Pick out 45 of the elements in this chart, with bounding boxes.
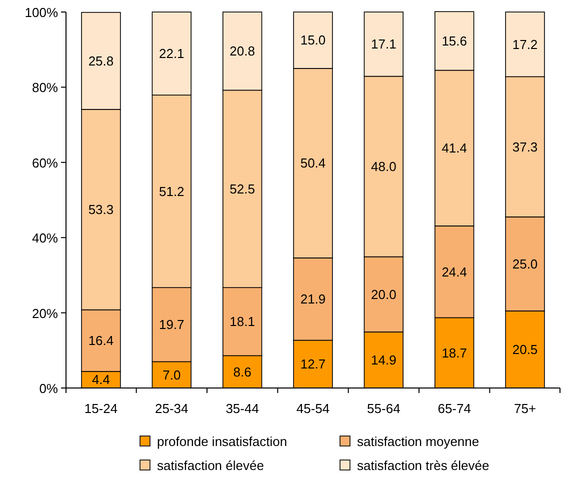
data-label: 53.3	[88, 202, 114, 218]
data-label: 20.8	[230, 44, 255, 59]
x-tick-label: 35-44	[226, 401, 259, 416]
data-label: 8.6	[233, 364, 252, 380]
data-label: 14.9	[371, 352, 396, 368]
data-label: 20.5	[512, 342, 538, 357]
data-label: 7.0	[162, 367, 181, 382]
data-label: 48.0	[371, 159, 396, 174]
legend-label: satisfaction moyenne	[357, 434, 480, 449]
x-tick-label: 15-24	[84, 401, 118, 416]
data-label: 18.7	[442, 345, 467, 360]
data-label: 37.3	[512, 139, 538, 154]
y-tick-label: 100%	[24, 5, 58, 20]
x-tick-label: 65-74	[438, 401, 471, 416]
data-label: 20.0	[371, 286, 396, 302]
y-tick-label: 0%	[39, 381, 58, 396]
legend-label: profonde insatisfaction	[157, 434, 288, 449]
legend-label: satisfaction élevée	[157, 458, 264, 473]
data-label: 17.1	[371, 36, 396, 52]
legend-label: satisfaction très élevée	[357, 458, 490, 473]
data-label: 18.1	[230, 314, 255, 330]
data-label: 15.0	[300, 32, 326, 48]
data-label: 41.4	[442, 140, 467, 156]
data-label: 51.2	[159, 184, 184, 199]
data-label: 17.2	[512, 36, 538, 52]
x-tick-label: 25-34	[155, 401, 188, 416]
data-label: 25.0	[512, 256, 538, 272]
data-label: 25.8	[88, 53, 114, 68]
data-label: 24.4	[442, 264, 467, 280]
data-label: 52.5	[230, 181, 255, 196]
x-tick-label: 45-54	[296, 401, 330, 416]
y-tick-label: 40%	[32, 230, 58, 246]
data-label: 50.4	[300, 156, 326, 171]
data-label: 12.7	[300, 356, 326, 372]
y-tick-label: 20%	[32, 306, 58, 321]
data-label: 15.6	[442, 33, 467, 48]
data-label: 21.9	[300, 292, 326, 307]
data-label: 22.1	[159, 46, 184, 62]
y-tick-label: 60%	[32, 155, 58, 170]
data-label: 16.4	[88, 333, 114, 348]
x-tick-label: 55-64	[367, 401, 400, 416]
data-label: 4.4	[92, 372, 110, 388]
x-tick-label: 75+	[514, 401, 536, 416]
y-tick-label: 80%	[32, 80, 58, 96]
data-label: 19.7	[159, 317, 184, 332]
